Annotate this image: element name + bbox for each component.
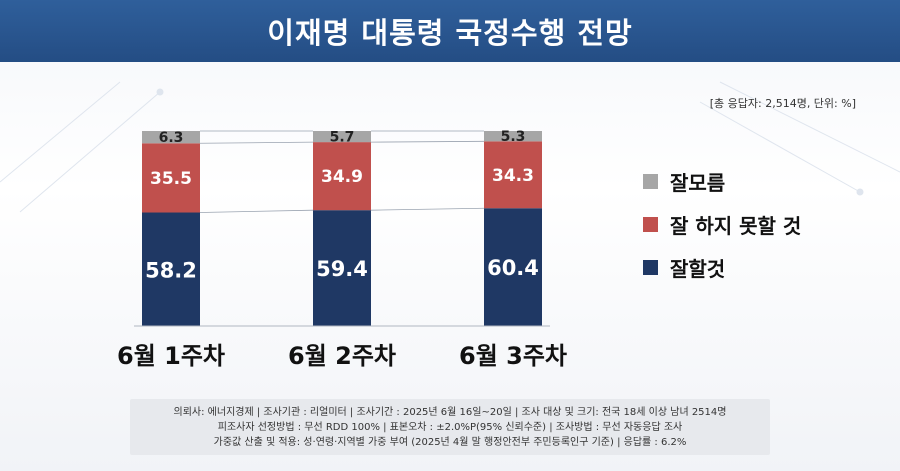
connector-line [370,207,485,211]
bar-segment [484,208,542,326]
bar-segment [142,212,200,326]
footnote-line-1: 의뢰사: 에너지경제 | 조사기관 : 리얼미터 | 조사기간 : 2025년 … [173,406,727,418]
legend-item-negative: 잘 하지 못할 것 [643,213,801,238]
title-bar: 이재명 대통령 국정수행 전망 [0,0,900,62]
connector-line [199,141,314,144]
data-label: 34.3 [492,166,534,186]
data-label: 5.7 [330,130,355,146]
legend-label-unknown: 잘모름 [670,170,726,195]
data-label: 34.9 [321,167,363,187]
data-label: 60.4 [487,256,539,280]
legend-label-positive: 잘할것 [670,256,726,281]
category-label: 6월 3주차 [459,342,567,370]
legend-swatch-positive [643,259,658,275]
footnote-line-3: 가중값 산출 및 적용: 성·연령·지역별 가중 부여 (2025년 4월 말 … [213,436,687,448]
legend-label-negative: 잘 하지 못할 것 [670,213,802,238]
legend-swatch-unknown [643,173,658,189]
bar-segment [313,142,371,211]
bar-segment [313,131,371,143]
legend: 잘모름 잘 하지 못할 것 잘할것 [643,170,801,299]
bar-segment [142,131,200,144]
bar-segment [313,210,371,326]
survey-footnote: 의뢰사: 에너지경제 | 조사기관 : 리얼미터 | 조사기간 : 2025년 … [130,399,770,455]
footnote-line-2: 피조사자 선정방법 : 무선 RDD 100% | 표본오차 : ±2.0%P(… [217,421,683,433]
legend-item-positive: 잘할것 [643,256,801,281]
bar-segment [484,141,542,209]
connector-line [370,140,485,143]
data-label: 35.5 [150,169,192,189]
bar-segment [484,131,542,142]
data-label: 59.4 [316,257,368,281]
data-label: 6.3 [159,130,184,146]
sample-note: [총 응답자: 2,514명, 단위: %] [709,97,856,110]
legend-swatch-negative [643,216,658,232]
page-title: 이재명 대통령 국정수행 전망 [267,16,633,50]
category-label: 6월 2주차 [288,342,396,370]
legend-item-unknown: 잘모름 [643,170,801,195]
bar-segment [142,143,200,213]
category-label: 6월 1주차 [117,342,225,370]
data-label: 5.3 [501,129,526,145]
data-label: 58.2 [145,258,197,282]
connector-line [199,209,314,213]
